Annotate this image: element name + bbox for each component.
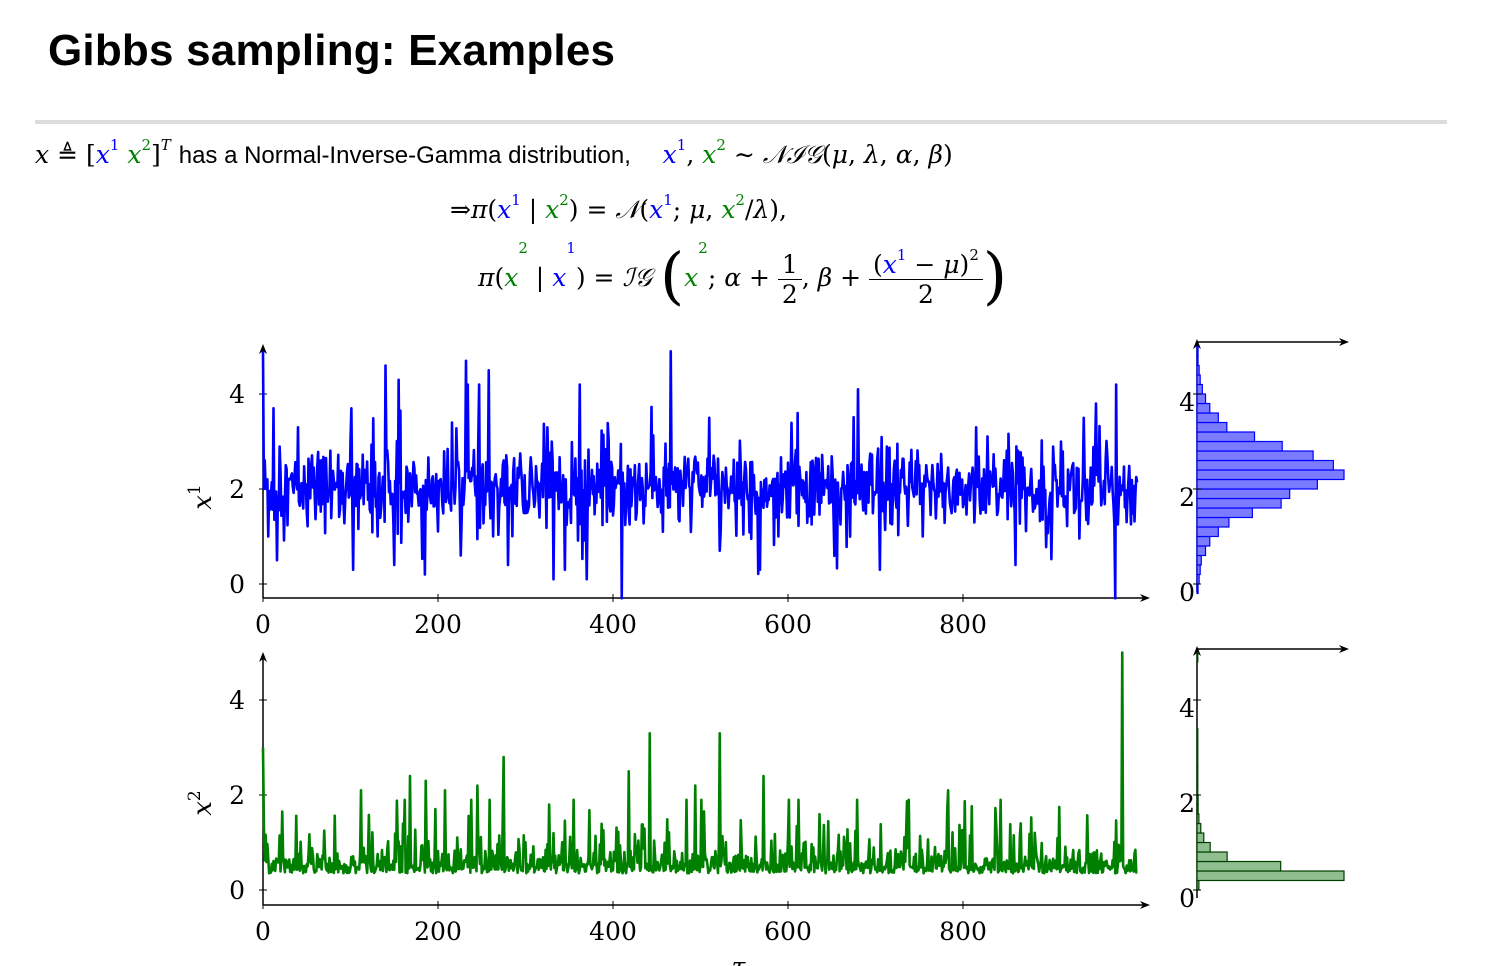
slide-title: Gibbs sampling: Examples — [48, 26, 616, 75]
series-line — [261, 651, 1138, 875]
hist-bar — [1196, 497, 1282, 509]
hist-bar — [1196, 355, 1199, 367]
hist-bar — [1196, 431, 1256, 443]
hist-bar — [1196, 564, 1201, 576]
x-tick-label: 400 — [589, 610, 637, 639]
title-rule — [35, 120, 1447, 124]
x2-histogram: 0 2 4 — [1179, 645, 1349, 913]
equation-definition: x ≜ [x1 x2]T has a Normal-Inverse-Gamma … — [35, 136, 953, 169]
hist-bar — [1196, 813, 1200, 825]
y-tick-label: 2 — [1179, 483, 1195, 512]
hist-bar — [1196, 535, 1211, 547]
x2-trace-plot: 0 200 400 600 800 0 2 4 x2 τ — [185, 651, 1150, 966]
x1-histogram: 0 2 4 — [1179, 338, 1349, 607]
hist-bar — [1196, 775, 1199, 787]
x-tick-label: 400 — [589, 917, 637, 946]
hist-bar — [1196, 870, 1345, 882]
hist-bar — [1196, 374, 1201, 386]
hist-bar — [1196, 784, 1199, 796]
hist-bar — [1196, 516, 1230, 528]
y-tick-label: 0 — [229, 570, 245, 599]
y-axis-label: x1 — [185, 484, 218, 510]
hist-bar — [1196, 737, 1199, 749]
y-axis-arrow — [1193, 646, 1201, 656]
y-tick-label: 0 — [1179, 884, 1195, 913]
hist-bar — [1196, 746, 1199, 758]
hist-bar — [1196, 756, 1199, 768]
y-tick-label: 4 — [229, 686, 245, 715]
hist-bar — [1196, 450, 1314, 462]
series-line — [261, 349, 1139, 600]
hist-bar — [1196, 545, 1207, 557]
hist-bar — [1196, 841, 1211, 853]
hist-bar — [1196, 526, 1219, 538]
hist-bar — [1196, 727, 1199, 739]
y-tick-label: 2 — [229, 475, 245, 504]
y-tick-label: 4 — [229, 380, 245, 409]
top-axis-arrow — [1339, 338, 1349, 346]
hist-bar — [1196, 832, 1205, 844]
y-axis-arrow — [259, 652, 267, 662]
x-tick-label: 800 — [939, 610, 987, 639]
hist-bar — [1196, 488, 1291, 500]
hist-bar — [1196, 573, 1200, 585]
x-axis-arrow — [1140, 901, 1150, 909]
y-tick-label: 2 — [229, 781, 245, 810]
hist-bar — [1196, 879, 1200, 891]
hist-bar — [1196, 402, 1211, 414]
x-tick-label: 600 — [764, 610, 812, 639]
y-tick-label: 4 — [1179, 388, 1195, 417]
hist-bar — [1196, 440, 1283, 452]
x-tick-label: 0 — [255, 610, 271, 639]
hist-bar — [1196, 383, 1203, 395]
x1-trace-plot: 0 200 400 600 800 0 2 4 x1 — [185, 344, 1150, 639]
hist-bar — [1196, 469, 1345, 481]
top-axis-arrow — [1339, 645, 1349, 653]
x-tick-label: 600 — [764, 917, 812, 946]
y-tick-label: 2 — [1179, 789, 1195, 818]
y-axis-arrow — [1193, 339, 1201, 349]
hist-bar — [1196, 851, 1228, 863]
hist-bar — [1196, 860, 1282, 872]
y-tick-label: 0 — [229, 876, 245, 905]
hist-bar — [1196, 765, 1199, 777]
x-tick-label: 200 — [414, 917, 462, 946]
hist-bar — [1196, 803, 1199, 815]
x-tick-label: 0 — [255, 917, 271, 946]
hist-bar — [1196, 554, 1202, 566]
hist-bar — [1196, 393, 1207, 405]
hist-bar — [1196, 364, 1200, 376]
y-axis-arrow — [259, 344, 267, 354]
x-axis-arrow — [1140, 594, 1150, 602]
x-tick-label: 800 — [939, 917, 987, 946]
hist-bar — [1196, 583, 1199, 595]
hist-bar — [1196, 651, 1199, 663]
hist-bar — [1196, 822, 1202, 834]
hist-bar — [1196, 345, 1199, 357]
y-tick-label: 4 — [1179, 694, 1195, 723]
x-tick-label: 200 — [414, 610, 462, 639]
hist-bar — [1196, 459, 1334, 471]
hist-bar — [1196, 421, 1228, 433]
equation-conditional-x1: ⇒π(x1 | x2) = 𝒩(x1; μ, x2/λ), — [450, 191, 787, 224]
hist-bar — [1196, 478, 1318, 490]
y-tick-label: 0 — [1179, 578, 1195, 607]
y-axis-label: x2 — [185, 790, 218, 816]
hist-bar — [1196, 507, 1253, 519]
hist-bar — [1196, 412, 1219, 424]
definition-text: has a Normal-Inverse-Gamma distribution, — [178, 142, 631, 169]
hist-bar — [1196, 794, 1199, 806]
x-axis-label: τ — [732, 952, 747, 966]
